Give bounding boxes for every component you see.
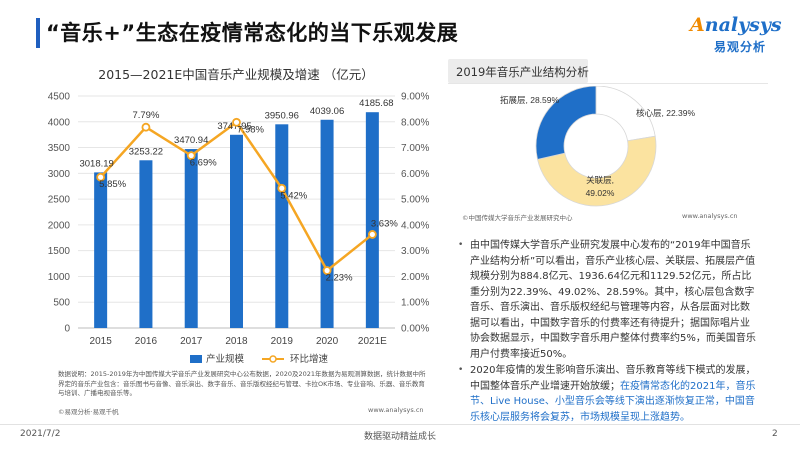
pie-chart-title: 2019年音乐产业结构分析 (456, 65, 589, 79)
bar (320, 119, 334, 328)
y2-tick-label: 6.00% (401, 169, 429, 180)
bullet-highlight: 在疫情常态化的2021年，音乐节、Live House、小型音乐会等线下演出逐渐… (470, 380, 756, 423)
footer-date: 2021/7/2 (20, 429, 61, 439)
pie-source: ©中国传媒大学音乐产业发展研究中心 (462, 214, 573, 222)
y2-tick-label: 9.00% (401, 92, 429, 103)
pie-title-divider (448, 83, 768, 84)
growth-point (232, 117, 241, 127)
logo-brand-rest: nalysys (704, 14, 782, 36)
bar (230, 134, 243, 328)
donut-chart: 核心层, 22.39% 关联层, 49.02% 拓展层, 28.59% (500, 86, 695, 207)
footer-divider (0, 424, 800, 425)
y-tick-label: 2000 (48, 220, 71, 231)
page-title: “音乐+”生态在疫情常态化的当下乐观发展 (46, 21, 459, 45)
y-tick-label: 0 (64, 324, 70, 335)
logo-brand: Analysys (690, 14, 782, 36)
y-tick-label: 1000 (48, 272, 71, 283)
x-tick-label: 2016 (135, 336, 158, 347)
growth-point (141, 122, 151, 132)
bullet-dot-icon: • (458, 240, 464, 250)
footer-slogan: 数据驱动精益成长 (363, 432, 436, 442)
bullet-item: • 2020年疫情的发生影响音乐演出、音乐教育等线下模式的发展，中国整体音乐产业增… (456, 363, 756, 425)
growth-value-label: 7.79% (132, 110, 159, 121)
pie-title-box (448, 59, 588, 83)
pie-url: www.analysys.cn (682, 212, 738, 220)
x-tick-label: 2017 (180, 336, 203, 347)
bar-value-label: 3253.22 (129, 146, 163, 157)
bar-value-label: 3470.94 (174, 135, 208, 146)
growth-point (186, 151, 196, 160)
bullet-item: • 由中国传媒大学音乐产业研究发展中心发布的“2019年中国音乐产业结构分析”可以… (456, 238, 756, 362)
y2-tick-label: 1.00% (401, 298, 429, 309)
bar-value-label: 4039.06 (310, 106, 344, 117)
y-tick-label: 4500 (48, 92, 71, 103)
growth-value-label: 6.69% (190, 158, 217, 169)
data-explanation: 数据说明：2015-2019年为中国传媒大学音乐产业发展研究中心公布数据，202… (58, 370, 426, 397)
legend-bar-swatch (190, 355, 202, 363)
source-left: ©易观分析·易观千帆 (58, 408, 119, 416)
growth-value-label: 7.98% (237, 124, 264, 135)
y-tick-label: 500 (53, 298, 70, 309)
logo-cn: 易观分析 (714, 40, 767, 54)
donut-label: 关联层, (586, 175, 614, 185)
donut-label: 49.02% (586, 188, 615, 198)
y-tick-label: 3000 (48, 169, 71, 180)
bullet-text: 2020年疫情的发生影响音乐演出、音乐教育等线下模式的发展，中国整体音乐产业增速… (470, 365, 756, 392)
legend-line-marker (269, 355, 277, 363)
y2-tick-label: 5.00% (401, 195, 429, 206)
bar-chart-title: 2015—2021E中国音乐产业规模及增速 （亿元） (98, 67, 374, 82)
growth-value-label: 3.63% (371, 218, 398, 229)
analysys-logo: Analysys 易观分析 (684, 10, 784, 56)
x-tick-label: 2019 (271, 336, 294, 347)
growth-point (96, 172, 106, 182)
x-tick-label: 2020 (316, 336, 339, 347)
analysis-bullets: • 由中国传媒大学音乐产业研究发展中心发布的“2019年中国音乐产业结构分析”可以… (456, 238, 756, 426)
y-tick-label: 3500 (48, 143, 71, 154)
growth-value-label: 5.85% (99, 179, 126, 190)
y-tick-label: 4000 (48, 117, 71, 128)
y2-tick-label: 7.00% (401, 143, 429, 154)
bar (365, 112, 379, 328)
source-right: www.analysys.cn (368, 406, 424, 414)
bar (139, 160, 153, 328)
growth-point (367, 230, 377, 239)
y2-tick-label: 8.00% (401, 117, 429, 128)
bar-value-label: 4185.68 (359, 98, 393, 109)
donut-label: 拓展层, 28.59% (500, 95, 559, 105)
bar-value-label: 3747.95 (217, 121, 251, 132)
legend-line-label: 环比增速 (290, 353, 329, 365)
y2-tick-label: 4.00% (401, 220, 429, 231)
bar-value-label: 3018.19 (79, 158, 113, 169)
growth-value-label: 5.42% (280, 190, 307, 201)
bullet-text: 由中国传媒大学音乐产业研究发展中心发布的“2019年中国音乐产业结构分析”可以看… (470, 240, 756, 360)
bar (184, 149, 198, 328)
title-accent-bar (36, 18, 40, 48)
y2-tick-label: 3.00% (401, 246, 429, 257)
x-tick-label: 2018 (225, 336, 248, 347)
donut-label: 核心层, 22.39% (636, 108, 695, 118)
legend-bar-label: 产业规模 (206, 353, 245, 365)
donut-slice (537, 135, 657, 207)
bar (275, 124, 289, 328)
growth-point (322, 266, 332, 275)
y-tick-label: 2500 (48, 195, 71, 206)
x-tick-label: 2021E (358, 336, 387, 347)
logo-brand-prefix: A (690, 14, 705, 36)
x-tick-label: 2015 (90, 336, 113, 347)
growth-value-label: 2.23% (326, 273, 353, 284)
y-tick-label: 1500 (48, 246, 71, 257)
bar-chart: 0 500 1000 1500 2000 2500 3000 3500 4000 4500 0.00… (48, 92, 430, 366)
bullet-dot-icon: • (458, 365, 464, 375)
y2-tick-label: 0.00% (401, 324, 429, 335)
bar (94, 172, 108, 328)
y2-tick-label: 2.00% (401, 272, 429, 283)
page-number: 2 (772, 429, 778, 439)
donut-slice (535, 86, 597, 160)
bar-value-label: 3950.96 (265, 110, 299, 121)
growth-point (277, 183, 287, 193)
